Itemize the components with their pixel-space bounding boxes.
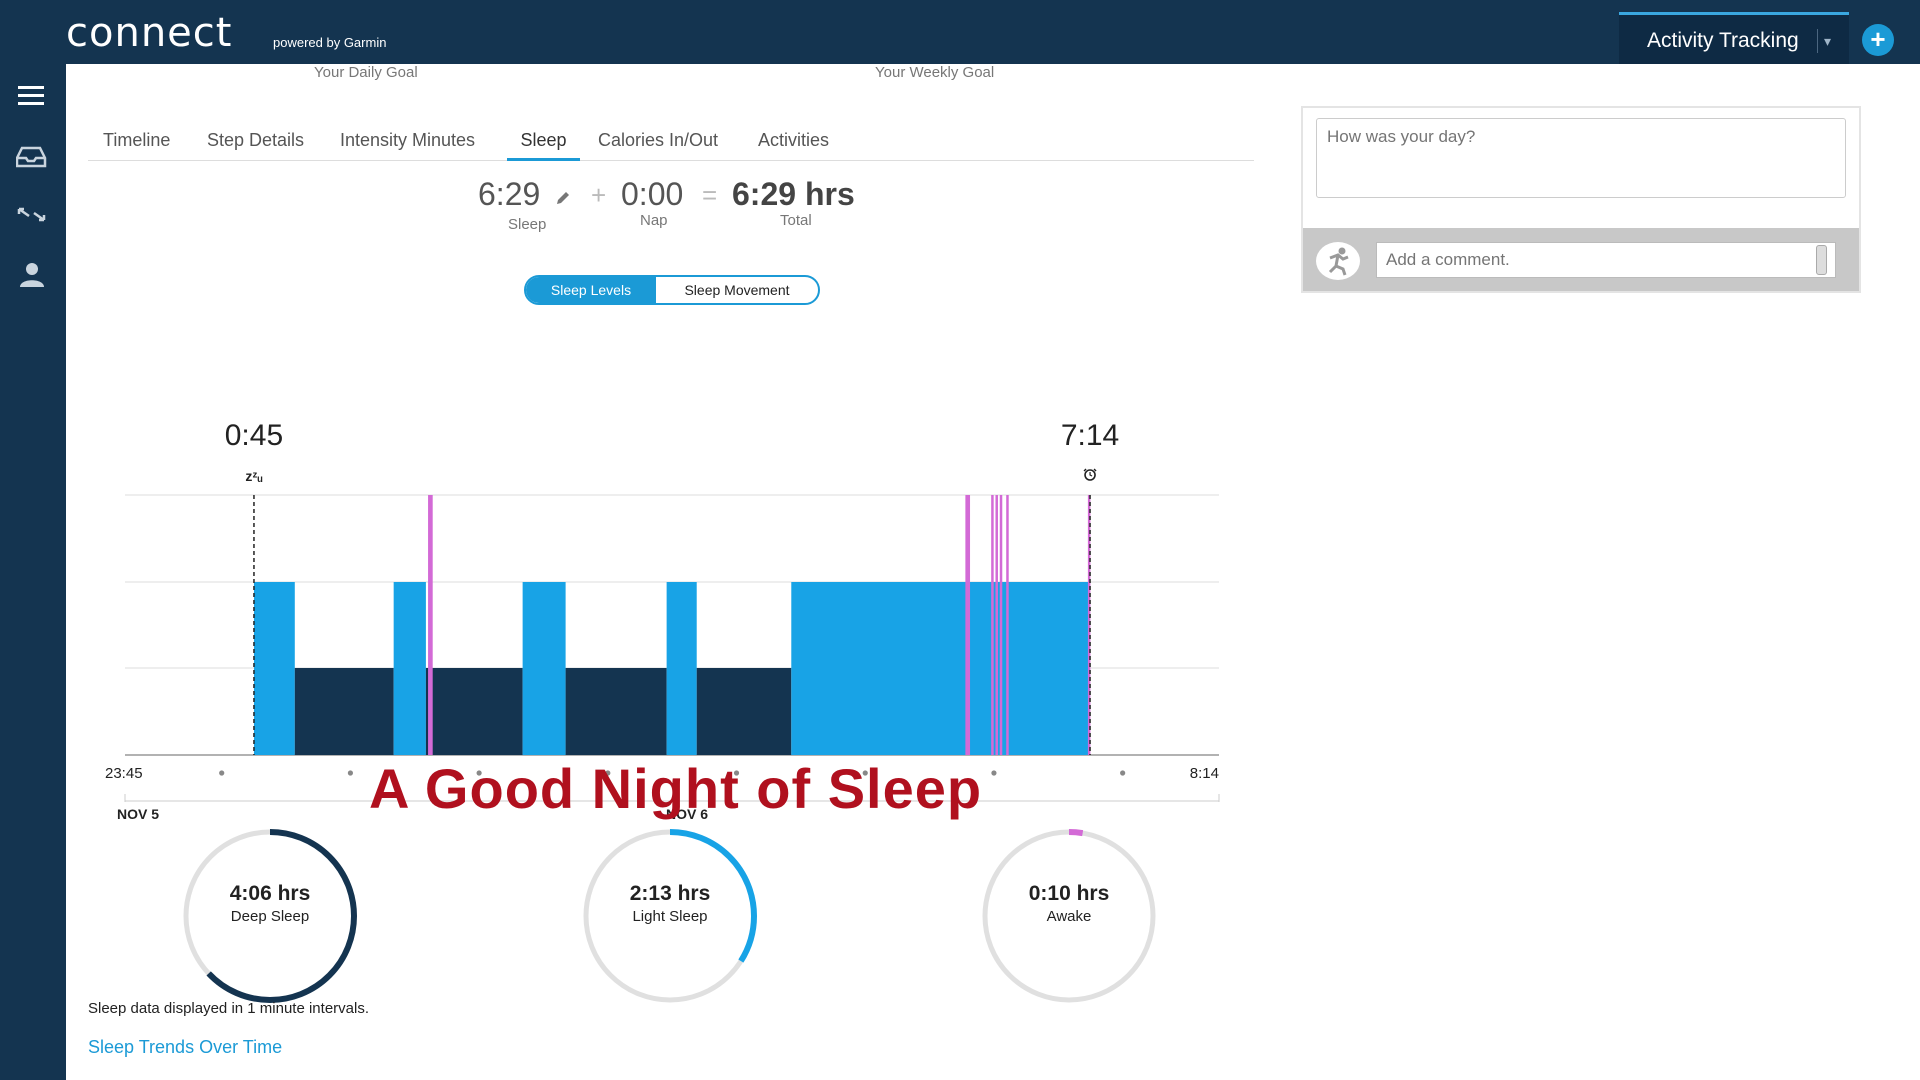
alarm-clock-face [1084,469,1096,481]
x-start-label: 23:45 [105,765,143,782]
deep-sleep-ring: 4:06 hrs Deep Sleep [180,826,360,1006]
light-sleep-bar [393,582,426,755]
awake-ring: 0:10 hrs Awake [979,826,1159,1006]
sidebar [0,64,66,1080]
plus-sign: + [591,180,607,210]
nap-duration: 0:00 [621,176,684,212]
arrows-icon[interactable] [16,200,48,228]
awake-ring-chart [982,829,1156,1003]
total-duration: 6:29 hrs [732,176,855,212]
activity-tracking-label: Activity Tracking [1647,29,1799,52]
light-sleep-label: Light Sleep [632,908,708,925]
x-tick-dot [991,770,997,776]
light-sleep-ring-chart [583,829,757,1003]
equals-sign: = [702,180,718,210]
deep-sleep-bar [294,668,394,755]
day-note-input[interactable] [1316,118,1846,198]
sleep-start-time: 0:45 [225,419,283,452]
tab-sleep[interactable]: Sleep [507,121,580,161]
x-tick-dot [733,770,740,776]
headline-text: A Good Night of Sleep [369,757,983,820]
total-label: Total [780,212,812,229]
light-sleep-value: 2:13 hrs [629,882,711,905]
dropdown-divider [1817,29,1818,53]
tab-bar: Timeline Step Details Intensity Minutes … [88,121,1254,161]
menu-icon[interactable] [16,82,48,110]
sleep-levels-button[interactable]: Sleep Levels [526,277,656,303]
comment-bar [1303,228,1859,291]
awake-bar [965,495,968,755]
ring-progress-arc [583,829,757,1003]
x-tick-dot [347,770,354,776]
weekly-goal-label: Your Weekly Goal [875,64,995,81]
runner-icon [1320,243,1356,279]
sleep-duration: 6:29 [478,176,541,212]
deep-sleep-bar [696,668,792,755]
tab-calories[interactable]: Calories In/Out [598,130,719,150]
daily-note-panel [1301,106,1861,293]
nap-label: Nap [640,212,668,229]
light-sleep-ring: 2:13 hrs Light Sleep [580,826,760,1006]
light-sleep-bar [666,582,697,755]
deep-sleep-ring-chart [183,829,357,1003]
awake-bar [430,495,433,755]
x-end-label: 8:14 [1190,765,1219,782]
awake-bar [428,495,431,755]
logo-subtitle: powered by Garmin [273,35,387,50]
x-tick-dot [476,770,482,776]
awake-bar [1006,495,1009,755]
inbox-icon[interactable] [15,142,48,170]
awake-bar [999,495,1003,755]
tab-activities[interactable]: Activities [758,130,830,150]
alarm-clock-icon [1083,468,1097,481]
awake-bar [967,495,971,755]
date-nov6-label: NOV 6 [666,806,708,822]
top-bar: connect powered by Garmin Activity Track… [0,0,1920,64]
tab-intensity-minutes[interactable]: Intensity Minutes [340,130,476,150]
chevron-down-icon[interactable]: ▾ [1824,33,1832,49]
date-nov5-label: NOV 5 [117,806,159,822]
daily-goal-label: Your Daily Goal [314,64,418,81]
tab-timeline[interactable]: Timeline [103,130,171,150]
alarm-clock-bells [1083,468,1097,472]
comment-input[interactable] [1376,242,1836,278]
main-content: Your Daily Goal Your Weekly Goal Timelin… [66,64,1920,1080]
ring-progress-arc [982,829,1156,1003]
awake-bar [995,495,998,755]
edit-pencil-icon[interactable] [555,190,571,211]
sleep-view-toggle: Sleep Levels Sleep Movement [524,275,820,305]
comment-scrollbar[interactable] [1816,245,1827,275]
user-icon[interactable] [16,260,48,288]
deep-sleep-bar [565,668,667,755]
x-tick-dot [862,770,868,776]
alarm-clock-hands [1089,472,1093,477]
deep-sleep-label: Deep Sleep [230,908,310,925]
light-sleep-bar [522,582,566,755]
light-sleep-bar [253,582,295,755]
x-tick-dot [1120,770,1126,776]
awake-value: 0:10 hrs [1028,882,1110,905]
awake-label: Awake [1046,908,1092,925]
sleep-trends-link[interactable]: Sleep Trends Over Time [88,1037,283,1057]
tab-step-details[interactable]: Step Details [207,130,305,150]
interval-footnote: Sleep data displayed in 1 minute interva… [88,1000,370,1017]
sleep-zzz-icon: zᶻᵤ [245,468,262,484]
sleep-label: Sleep [508,216,547,233]
x-tick-dot [605,770,611,776]
deep-sleep-bar [425,668,523,755]
avatar [1316,242,1360,280]
x-tick-dot [219,770,225,776]
ring-progress-arc [183,829,357,1003]
light-sleep-bar [791,582,1091,755]
wake-time: 7:14 [1061,419,1119,452]
sleep-movement-button[interactable]: Sleep Movement [684,282,790,298]
awake-bar [1087,495,1091,755]
connect-logo[interactable]: connect [66,10,233,56]
deep-sleep-value: 4:06 hrs [229,882,311,905]
add-button[interactable]: + [1862,24,1894,56]
awake-bar [991,495,994,755]
activity-tracking-dropdown[interactable]: Activity Tracking ▾ [1619,12,1849,64]
sleep-levels-chart: 0:45 7:14 zᶻᵤ 23:45 8:14 NOV 5 NOV 6 [105,419,1220,822]
